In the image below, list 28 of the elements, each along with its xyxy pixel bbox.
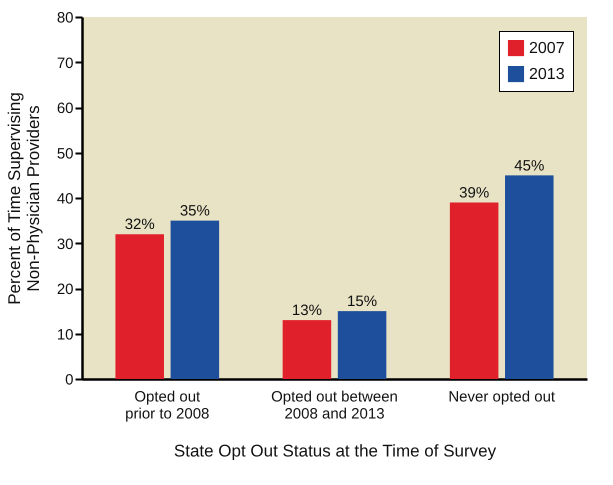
data-label: 35%: [180, 202, 210, 220]
y-tick-label: 0: [65, 372, 74, 388]
y-tick-label: 70: [56, 54, 74, 72]
data-label: 15%: [347, 293, 378, 310]
y-tick-label: 10: [56, 326, 74, 344]
y-axis-title: Percent of Time Supervising Non-Physician Providers: [4, 92, 43, 305]
bar: [505, 175, 554, 379]
bar: [282, 320, 332, 379]
y-tick-label: 40: [56, 190, 74, 208]
bar: [170, 220, 220, 379]
data-label: 45%: [514, 157, 544, 174]
y-tick-label: 20: [56, 281, 74, 298]
legend-label: 2007: [529, 40, 565, 57]
y-tick-label: 80: [56, 10, 74, 26]
x-tick-label: Opted out between 2008 and 2013: [271, 388, 398, 422]
x-axis-title: State Opt Out Status at the Time of Survey: [174, 442, 497, 460]
data-label: 32%: [124, 216, 155, 234]
data-label: 13%: [292, 302, 322, 320]
x-tick-label: Opted out prior to 2008: [125, 388, 210, 422]
bar: [115, 234, 164, 379]
legend-label: 2013: [529, 66, 565, 83]
data-label: 39%: [459, 184, 490, 202]
bar: [338, 311, 386, 379]
y-tick-label: 30: [56, 236, 74, 253]
y-tick-label: 60: [56, 100, 74, 117]
x-tick-label: Never opted out: [448, 388, 556, 406]
y-tick-label: 50: [56, 145, 74, 162]
bar: [450, 202, 498, 379]
